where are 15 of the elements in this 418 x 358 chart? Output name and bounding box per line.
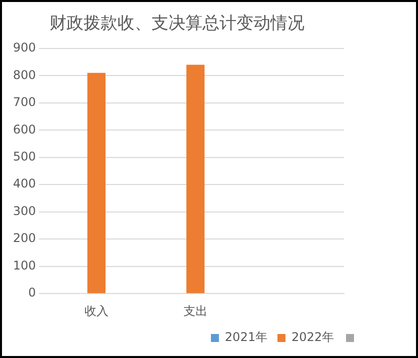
legend-label: 2022年 [291, 330, 334, 344]
chart-title: 财政拨款收、支决算总计变动情况 [50, 14, 304, 34]
y-tick-label: 0 [28, 286, 36, 300]
y-tick-label: 400 [13, 176, 36, 191]
y-tick-label: 200 [13, 231, 36, 246]
y-tick-label: 600 [13, 122, 36, 136]
y-tick-label: 700 [13, 95, 36, 110]
y-tick-label: 900 [13, 40, 36, 55]
y-tick-label: 100 [13, 258, 36, 272]
y-tick-label: 500 [13, 150, 36, 164]
legend-label: 2021年 [224, 330, 268, 344]
x-tick-label: 支出 [183, 304, 208, 318]
y-tick-label: 800 [13, 68, 36, 82]
y-tick-label: 300 [13, 204, 36, 218]
x-tick-label: 收入 [84, 304, 108, 318]
